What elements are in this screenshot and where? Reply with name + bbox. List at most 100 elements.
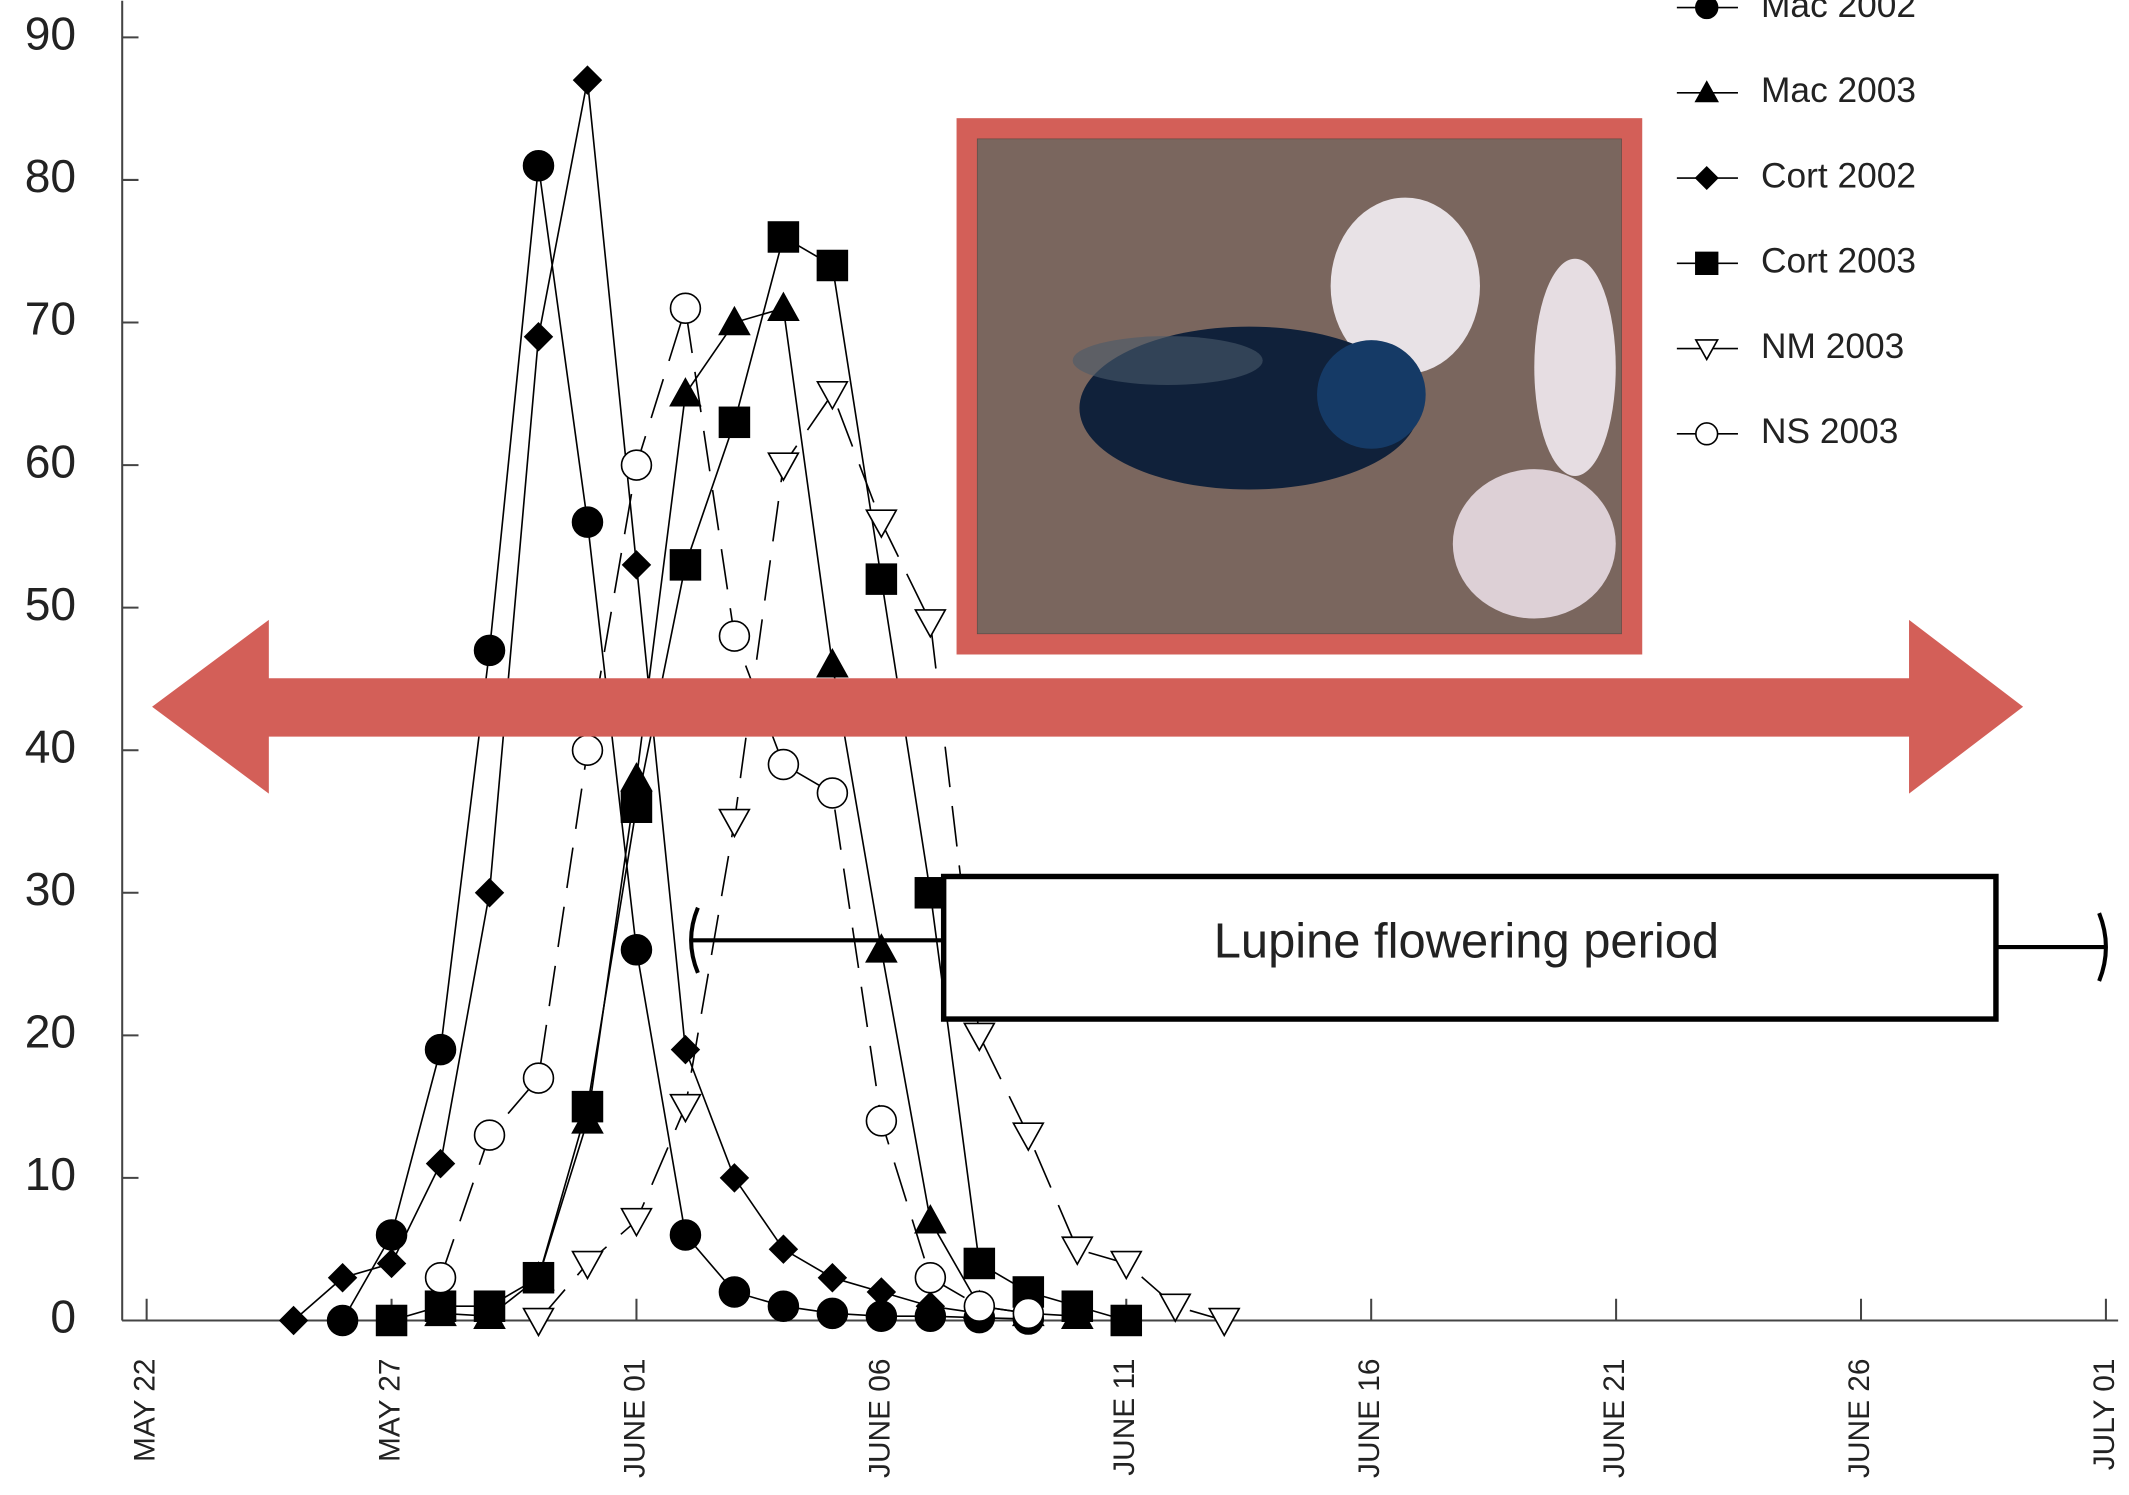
y-tick-label: 50 [25, 578, 76, 630]
point [963, 1247, 996, 1280]
point [424, 1033, 457, 1066]
point [1109, 1250, 1143, 1281]
annotation: Lupine flowering period [1214, 914, 1719, 968]
point [669, 1219, 702, 1251]
legend-label: Mac 2002 [1761, 0, 1916, 25]
point [914, 877, 947, 909]
point [817, 1262, 848, 1293]
point [767, 291, 800, 322]
legend-marker [1695, 0, 1719, 20]
point [327, 1262, 358, 1293]
point [767, 221, 800, 253]
x-tick-label: JULY 01 [2088, 1359, 2121, 1471]
point [522, 149, 555, 182]
point [914, 1261, 947, 1294]
point [915, 1291, 946, 1321]
point [719, 1163, 750, 1193]
point [620, 791, 653, 823]
point [1207, 1307, 1241, 1338]
x-tick-label: MAY 27 [373, 1359, 406, 1462]
x-tick-label: MAY 22 [129, 1359, 162, 1462]
point [669, 1093, 702, 1124]
point [375, 1304, 408, 1337]
series-line [391, 235, 1127, 1322]
y-tick-label: 20 [25, 1006, 76, 1058]
point [376, 1248, 407, 1279]
photo-petal [1534, 258, 1616, 476]
x-tick-label: JUNE 26 [1843, 1359, 1876, 1478]
point [571, 1250, 604, 1281]
point [425, 1148, 456, 1179]
point [669, 292, 702, 325]
annotation-box [940, 873, 1999, 1022]
point [326, 1304, 359, 1337]
point [375, 1219, 408, 1251]
point [866, 1277, 897, 1307]
point [718, 620, 751, 652]
flowering-arrow [689, 906, 2108, 982]
point [816, 648, 849, 678]
point [816, 249, 849, 282]
point [620, 934, 653, 966]
point [816, 381, 849, 411]
point [571, 734, 604, 766]
point [522, 1062, 555, 1094]
legend-label: Mac 2003 [1761, 71, 1916, 110]
y-tick-label: 0 [50, 1291, 76, 1343]
point [1012, 1297, 1045, 1330]
point [718, 1276, 751, 1308]
point [768, 1234, 799, 1264]
legend-label: Cort 2003 [1761, 242, 1916, 281]
point [571, 506, 604, 538]
point [914, 1204, 947, 1234]
legend-marker [1695, 422, 1719, 446]
point [620, 762, 653, 792]
legend-marker [1694, 80, 1719, 103]
point [718, 406, 751, 439]
point [718, 808, 751, 839]
point [620, 1207, 653, 1238]
point [474, 878, 505, 908]
overlay: Mac 2002 Mac 2003 Cort 2002 Cort 2003 NM 200… [152, 0, 2108, 1022]
y-tick-label: 40 [25, 720, 76, 772]
x-tick-label: JUNE 11 [1108, 1359, 1141, 1476]
point [572, 65, 603, 95]
point [1158, 1293, 1192, 1323]
y-tick-label: 80 [25, 150, 76, 202]
point [424, 1261, 457, 1294]
point [816, 1297, 849, 1330]
x-tick-label: JUNE 06 [863, 1359, 896, 1478]
point [865, 509, 898, 539]
point [571, 1090, 604, 1123]
point [963, 1290, 996, 1322]
point [522, 1307, 555, 1338]
point [865, 563, 898, 595]
point [670, 1034, 701, 1065]
legend-marker [1694, 166, 1719, 191]
point [865, 1105, 898, 1137]
point [963, 1022, 996, 1052]
legend-marker [1695, 251, 1719, 275]
photo-petal [1330, 197, 1480, 375]
point [1110, 1304, 1143, 1337]
point [669, 377, 702, 407]
y-tick-label: 70 [25, 293, 76, 345]
point [278, 1305, 309, 1336]
point [473, 1119, 506, 1151]
double-arrow [152, 619, 2024, 794]
point [620, 449, 653, 481]
point [621, 550, 652, 580]
x-tick-label: JUNE 21 [1598, 1359, 1631, 1478]
point [1060, 1236, 1094, 1266]
point [767, 452, 800, 482]
photo-bee-head [1317, 340, 1426, 449]
series-line [341, 165, 1029, 1321]
legend-marker [1694, 339, 1719, 362]
point [473, 1290, 506, 1322]
point [865, 933, 898, 963]
point [424, 1290, 457, 1322]
x-tick-label: JUNE 01 [618, 1359, 651, 1478]
legend-label: Cort 2002 [1761, 156, 1916, 195]
